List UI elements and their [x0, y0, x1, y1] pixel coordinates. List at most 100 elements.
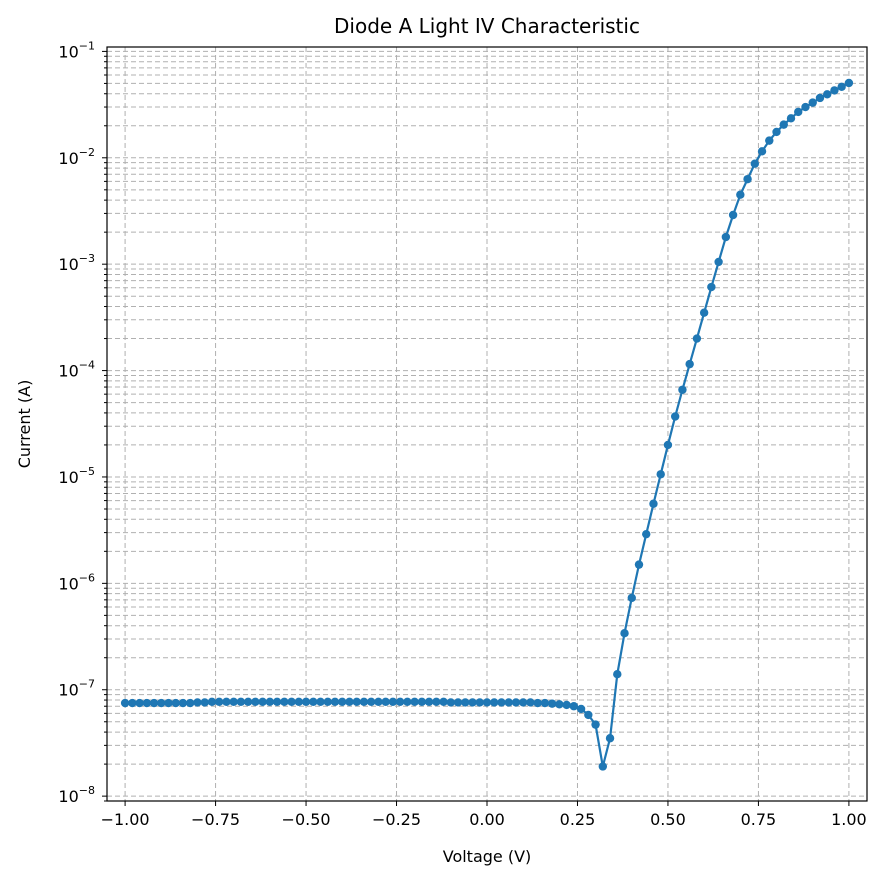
data-point — [374, 697, 383, 707]
data-point — [504, 698, 513, 707]
data-point — [562, 700, 571, 710]
grid — [107, 47, 867, 802]
data-point — [613, 669, 622, 679]
data-point — [598, 762, 608, 771]
data-point — [634, 560, 644, 569]
data-point — [381, 697, 390, 707]
x-tick-label: 0.75 — [741, 810, 777, 829]
data-point — [670, 412, 680, 421]
data-point — [750, 159, 760, 168]
data-point — [330, 697, 340, 707]
data-point — [207, 697, 217, 707]
data-point — [309, 697, 318, 707]
data-point — [656, 470, 665, 479]
data-point — [193, 698, 202, 707]
data-point — [547, 699, 557, 708]
data-point — [743, 174, 752, 184]
y-tick-label: 10−4 — [58, 359, 95, 381]
data-point — [395, 697, 405, 707]
y-tick-label: 10−1 — [58, 39, 95, 61]
data-point — [157, 698, 166, 708]
data-point — [765, 136, 774, 145]
data-point — [576, 704, 586, 714]
chart-title: Diode A Light IV Characteristic — [334, 14, 640, 38]
data-point — [417, 697, 427, 707]
data-point — [446, 698, 456, 707]
data-point — [388, 697, 398, 707]
data-point — [475, 698, 484, 707]
plot-frame — [106, 46, 868, 802]
y-tick-label: 10−7 — [58, 678, 95, 700]
data-point — [229, 697, 238, 707]
data-point — [316, 697, 325, 707]
data-point — [287, 697, 296, 707]
data-point — [663, 440, 673, 450]
data-point — [591, 720, 600, 729]
y-tick-label: 10−5 — [58, 465, 95, 487]
data-point — [186, 698, 195, 708]
data-point — [272, 697, 282, 707]
data-point — [692, 334, 702, 343]
data-point — [721, 232, 731, 242]
data-point — [236, 697, 246, 707]
data-point — [786, 114, 796, 123]
data-point — [345, 697, 354, 707]
data-point — [432, 697, 441, 707]
data-point — [280, 697, 289, 707]
data-point — [490, 698, 499, 707]
y-tick-label: 10−8 — [58, 784, 95, 806]
data-point — [366, 697, 376, 707]
y-axis-label: Current (A) — [15, 380, 34, 469]
x-tick-label: 1.00 — [831, 810, 867, 829]
data-point — [214, 697, 224, 707]
x-tick-label: 0.25 — [560, 810, 596, 829]
data-point — [757, 147, 767, 156]
data-point — [403, 697, 412, 707]
data-point — [251, 697, 260, 707]
data-point — [222, 697, 231, 707]
data-point — [518, 698, 528, 707]
data-point — [410, 697, 419, 707]
data-point — [120, 698, 130, 708]
x-axis-label: Voltage (V) — [443, 847, 532, 866]
data-point — [352, 697, 361, 707]
data-point — [323, 697, 332, 707]
data-point — [707, 282, 716, 292]
data-point — [699, 308, 709, 317]
data-point — [728, 210, 738, 220]
data-point — [584, 710, 593, 720]
data-point — [736, 190, 745, 199]
data-point — [526, 698, 535, 707]
y-tick-label: 10−2 — [58, 146, 95, 168]
data-point — [497, 698, 506, 707]
data-point — [555, 700, 564, 709]
data-point — [779, 120, 788, 129]
data-point — [678, 385, 687, 394]
data-point — [772, 127, 781, 137]
data-point — [424, 697, 434, 707]
data-point — [844, 78, 854, 88]
data-point — [540, 698, 550, 708]
y-tick-label: 10−6 — [58, 571, 95, 593]
data-point — [830, 86, 839, 95]
data-point — [453, 698, 463, 707]
data-point — [511, 698, 521, 707]
x-tick-label: −0.50 — [282, 810, 331, 829]
data-point — [164, 698, 173, 708]
x-tick-label: 0.50 — [650, 810, 686, 829]
data-point — [642, 529, 651, 539]
data-point — [627, 593, 636, 603]
data-point — [243, 697, 253, 707]
data-point — [265, 697, 275, 707]
data-point — [801, 102, 810, 112]
data-point — [258, 697, 267, 707]
data-point — [714, 257, 723, 267]
y-tick-label: 10−3 — [58, 252, 95, 274]
data-point — [808, 98, 817, 107]
x-tick-label: 0.00 — [469, 810, 505, 829]
data-point — [461, 698, 470, 707]
data-point — [439, 697, 448, 707]
data-point — [482, 698, 492, 707]
data-point — [142, 698, 152, 708]
data-point — [135, 698, 144, 708]
